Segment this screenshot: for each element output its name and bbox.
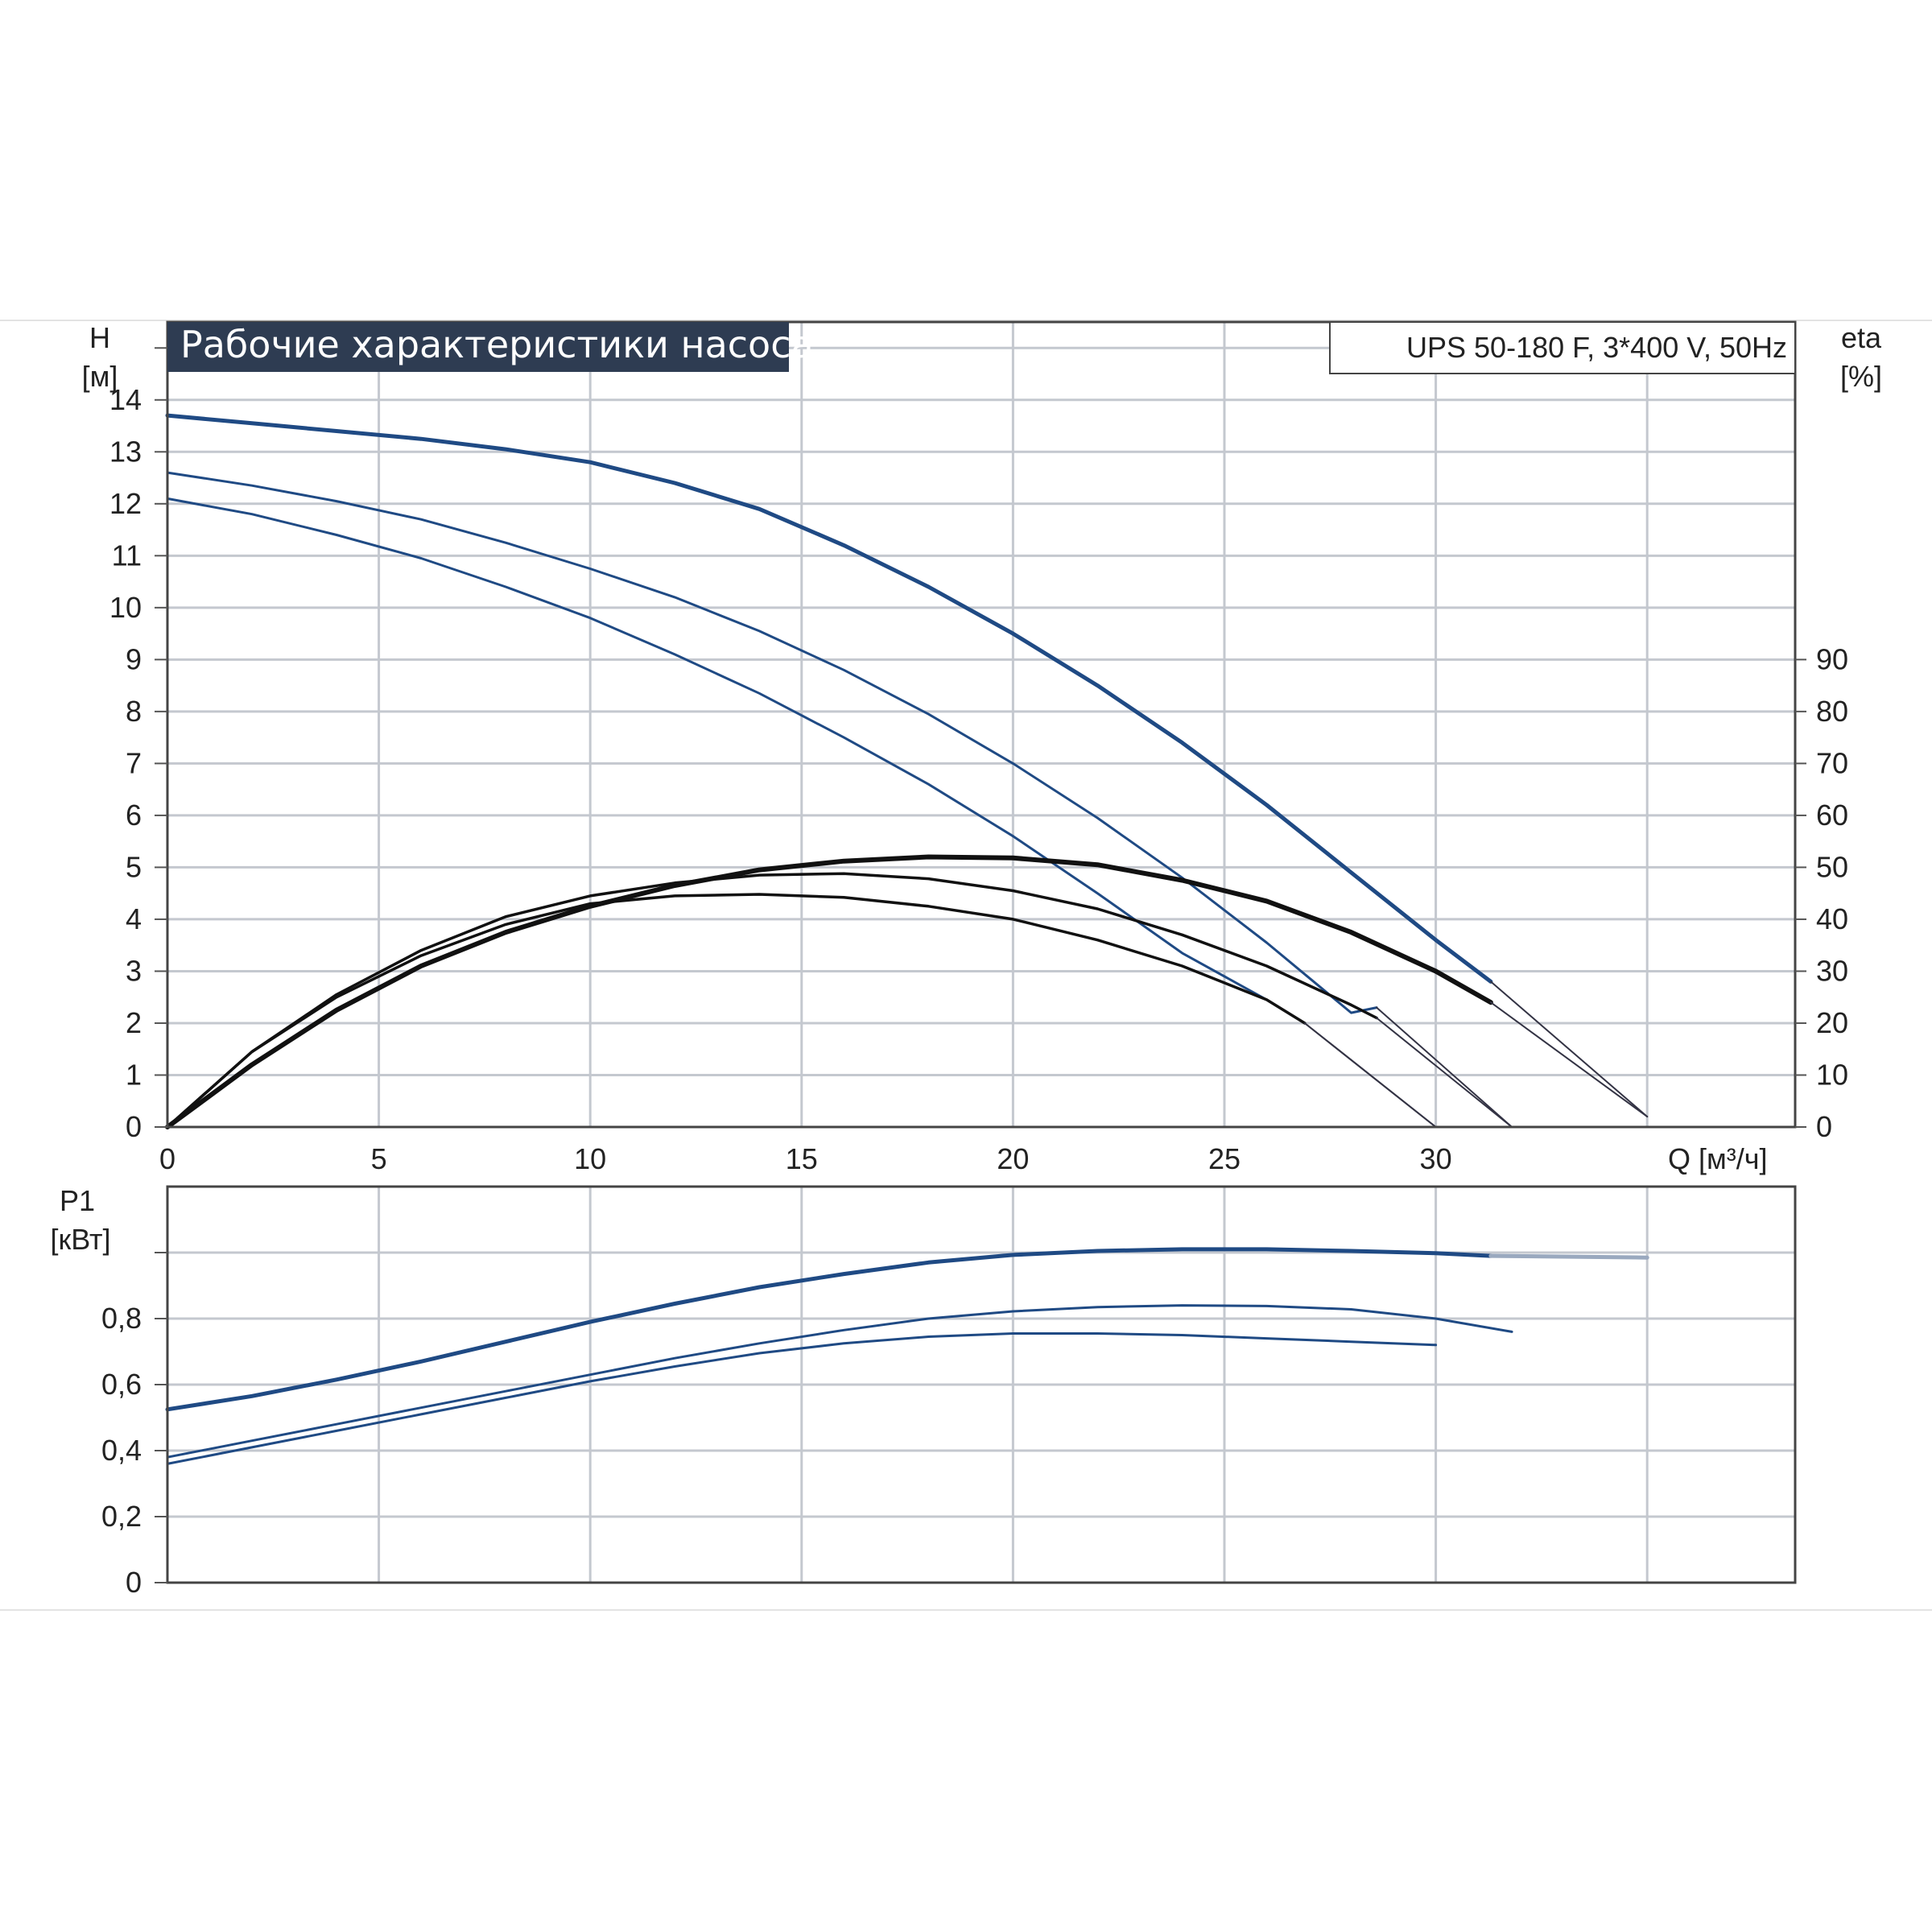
y-left-tick-label: 5 [126,850,142,883]
y-axis-power-label-1: P1 [60,1184,95,1217]
chart-title-background [167,322,789,372]
y-right-tick-label: 30 [1816,954,1848,987]
y-left-tick-label: 4 [126,902,142,935]
head-curve-2 [166,497,1307,1025]
y-power-tick-label: 0,4 [101,1434,142,1467]
power-curve-1 [166,1304,1513,1459]
y-left-tick-label: 14 [109,383,142,416]
y-axis-left-label-2: [м] [82,360,118,393]
head-extension-curve-6 [1489,980,1649,1118]
y-axis-right-label-1: eta [1841,321,1882,354]
power-extension-curve-3 [1488,1253,1649,1260]
y-left-tick-label: 13 [109,435,142,468]
x-tick-label: 25 [1208,1142,1241,1175]
model-label-frame [1329,321,1796,374]
y-right-tick-label: 20 [1816,1006,1848,1039]
y-left-tick-label: 0 [126,1110,142,1143]
chart-title: Рабочие характеристики насоса [180,323,814,366]
y-left-tick-label: 12 [109,487,142,520]
head-chart-curves [165,413,1649,1129]
y-right-tick-label: 90 [1816,642,1848,675]
x-tick-label: 5 [371,1142,387,1175]
y-left-tick-label: 3 [126,954,142,987]
x-axis-label: Q [м³/ч] [1668,1142,1768,1175]
power-chart-ticks: 0 0,2 0,4 0,6 0,8 [101,1252,167,1599]
y-left-tick-label: 1 [126,1058,142,1091]
power-curve-2 [166,1332,1438,1465]
power-curve-0 [165,1247,1493,1412]
efficiency-extension-curve-11 [1303,1022,1437,1128]
y-power-tick-label: 0,6 [101,1368,142,1401]
efficiency-curve-3 [165,854,1493,1129]
head-curve-1 [166,471,1378,1014]
y-axis-right-label-2: [%] [1840,360,1882,393]
efficiency-extension-curve-10 [1376,1017,1513,1128]
y-right-tick-label: 0 [1816,1110,1832,1143]
y-right-tick-label: 40 [1816,902,1848,935]
y-left-tick-label: 9 [126,642,142,675]
y-left-tick-label: 2 [126,1006,142,1039]
x-tick-label: 20 [997,1142,1029,1175]
y-right-tick-label: 10 [1816,1058,1848,1091]
model-label: UPS 50-180 F, 3*400 V, 50Hz [1406,331,1787,364]
y-right-tick-label: 80 [1816,695,1848,728]
x-tick-label: 10 [574,1142,606,1175]
y-power-tick-label: 0,2 [101,1500,142,1533]
x-tick-label: 15 [786,1142,818,1175]
x-tick-label: 0 [159,1142,175,1175]
x-tick-label: 30 [1420,1142,1452,1175]
head-chart-ticks: 0 5 10 15 20 25 300123456789101112131401020304… [109,347,1848,1175]
head-chart-grid [166,322,1795,1129]
efficiency-curve-5 [166,893,1307,1129]
y-power-tick-label: 0 [126,1566,142,1599]
y-axis-left-label-1: H [89,321,110,354]
y-left-tick-label: 6 [126,799,142,832]
chart-title-box: Рабочие характеристики насоса [167,322,814,372]
y-left-tick-label: 11 [112,539,142,572]
model-label-box: UPS 50-180 F, 3*400 V, 50Hz [1329,321,1796,374]
head-curve-0 [165,413,1493,984]
y-left-tick-label: 8 [126,695,142,728]
y-right-tick-label: 70 [1816,746,1848,779]
y-left-tick-label: 10 [109,591,142,624]
y-right-tick-label: 60 [1816,799,1848,832]
y-right-tick-label: 50 [1816,850,1848,883]
head-chart-frame [166,320,1797,1129]
power-chart-curves [165,1247,1649,1465]
y-left-tick-label: 7 [126,746,142,779]
y-power-tick-label: 0,8 [101,1302,142,1335]
power-chart-grid [166,1187,1795,1584]
y-axis-power-label-2: [кВт] [50,1223,110,1256]
head-extension-curve-7 [1376,1006,1513,1128]
efficiency-curve-4 [166,872,1378,1129]
efficiency-extension-curve-9 [1489,1001,1649,1118]
